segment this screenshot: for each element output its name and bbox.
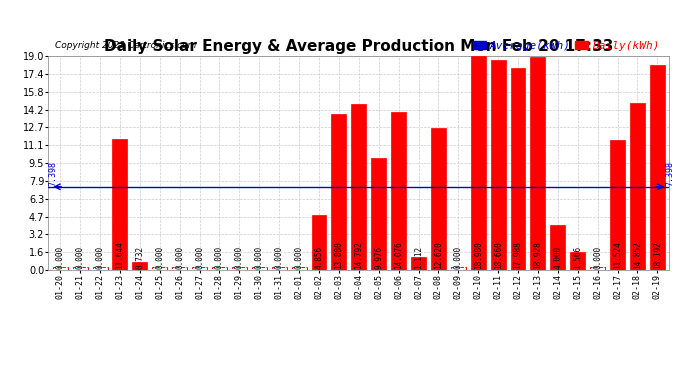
Text: 1.566: 1.566 — [573, 246, 582, 269]
Text: 0.000: 0.000 — [56, 246, 65, 269]
Bar — [590, 267, 605, 270]
Title: Daily Solar Energy & Average Production Mon Feb 20 17:33: Daily Solar Energy & Average Production … — [104, 39, 613, 54]
Bar — [152, 267, 167, 270]
Bar — [92, 267, 108, 270]
Bar — [192, 267, 207, 270]
Text: 0.000: 0.000 — [454, 246, 463, 269]
Bar — [630, 103, 645, 270]
Bar — [551, 225, 565, 270]
Text: 18.980: 18.980 — [474, 242, 483, 269]
Bar — [491, 60, 506, 270]
Text: 0.000: 0.000 — [275, 246, 284, 269]
Text: 11.524: 11.524 — [613, 242, 622, 269]
Bar — [252, 267, 267, 270]
Bar — [511, 68, 526, 270]
Text: 12.620: 12.620 — [434, 242, 443, 269]
Text: 0.000: 0.000 — [76, 246, 85, 269]
Text: 0.000: 0.000 — [215, 246, 224, 269]
Text: 0.000: 0.000 — [155, 246, 164, 269]
Bar — [331, 114, 346, 270]
Bar — [232, 267, 247, 270]
Bar — [351, 104, 366, 270]
Text: 14.792: 14.792 — [354, 242, 364, 269]
Bar — [112, 139, 128, 270]
Bar — [172, 267, 187, 270]
Bar — [272, 267, 286, 270]
Text: 14.852: 14.852 — [633, 242, 642, 269]
Text: 13.880: 13.880 — [335, 242, 344, 269]
Text: 0.000: 0.000 — [593, 246, 602, 269]
Text: 0.000: 0.000 — [295, 246, 304, 269]
Text: 7.398: 7.398 — [49, 160, 58, 186]
Text: 18.660: 18.660 — [493, 242, 502, 269]
Text: 0.000: 0.000 — [195, 246, 204, 269]
Bar — [531, 57, 545, 270]
Bar — [212, 267, 227, 270]
Text: 4.000: 4.000 — [553, 246, 562, 269]
Text: 9.976: 9.976 — [374, 246, 383, 269]
Text: 18.192: 18.192 — [653, 242, 662, 269]
Bar — [570, 252, 585, 270]
Text: 1.112: 1.112 — [414, 246, 423, 269]
Text: 17.988: 17.988 — [513, 242, 522, 269]
Legend: Average(kWh), Daily(kWh): Average(kWh), Daily(kWh) — [469, 36, 664, 55]
Text: 0.000: 0.000 — [95, 246, 105, 269]
Text: 18.928: 18.928 — [533, 242, 542, 269]
Bar — [132, 262, 148, 270]
Text: 7.398: 7.398 — [666, 160, 675, 186]
Text: 11.644: 11.644 — [115, 242, 124, 269]
Bar — [610, 140, 625, 270]
Bar — [52, 267, 68, 270]
Text: 4.856: 4.856 — [315, 246, 324, 269]
Bar — [431, 128, 446, 270]
Bar — [411, 258, 426, 270]
Bar — [471, 57, 486, 270]
Text: Copyright 2023 Cartronics.com: Copyright 2023 Cartronics.com — [55, 41, 196, 50]
Text: 0.000: 0.000 — [235, 246, 244, 269]
Text: 0.000: 0.000 — [255, 246, 264, 269]
Bar — [451, 267, 466, 270]
Bar — [391, 112, 406, 270]
Bar — [72, 267, 88, 270]
Text: 14.076: 14.076 — [394, 242, 403, 269]
Bar — [371, 158, 386, 270]
Bar — [311, 215, 326, 270]
Bar — [650, 65, 665, 270]
Text: 0.732: 0.732 — [135, 246, 144, 269]
Bar — [292, 267, 306, 270]
Text: 0.000: 0.000 — [175, 246, 184, 269]
